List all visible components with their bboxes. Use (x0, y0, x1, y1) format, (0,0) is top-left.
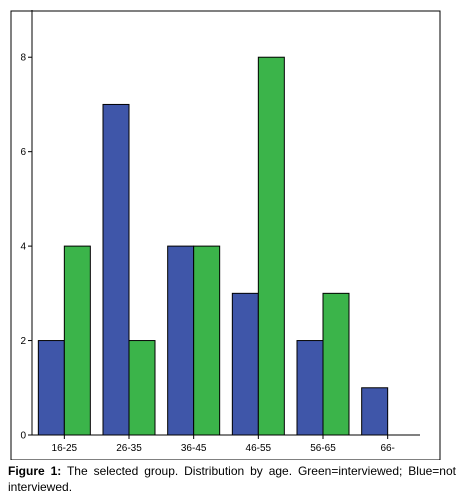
bar-s1-56-65 (296, 340, 324, 436)
bar-s2-16-25 (63, 245, 91, 436)
bar-s2-46-55 (257, 56, 285, 436)
y-tick-label: 4 (20, 242, 26, 253)
x-axis: 16-25 26-35 36-45 46-55 56-65 66- (32, 434, 420, 454)
y-axis: 0 2 4 6 8 (20, 10, 33, 442)
x-tick-label: 66- (380, 443, 394, 454)
y-tick-label: 8 (20, 53, 26, 64)
bar-s1-26-35 (102, 103, 130, 436)
bar-s2-26-35 (128, 340, 156, 436)
y-tick-label: 2 (20, 336, 26, 347)
bar-s1-36-45 (167, 245, 195, 436)
x-tick-label: 56-65 (310, 443, 336, 454)
plot-frame (10, 10, 441, 460)
bar-s2-56-65 (322, 292, 350, 436)
x-tick-label: 46-55 (246, 443, 272, 454)
bar-s1-66- (361, 387, 389, 436)
caption-label: Figure 1: (8, 464, 62, 478)
caption-text: The selected group. Distribution by age.… (8, 464, 456, 494)
bar-chart: 0 2 4 6 8 16-25 26-35 36-45 46-55 56-65 66- (10, 10, 441, 460)
y-tick-label: 6 (20, 147, 26, 158)
bar-s1-46-55 (231, 292, 259, 436)
figure-caption: Figure 1: The selected group. Distributi… (8, 463, 456, 495)
x-tick-label: 16-25 (52, 443, 78, 454)
y-tick-label: 0 (20, 431, 26, 442)
x-tick-label: 26-35 (116, 443, 142, 454)
bar-s2-36-45 (193, 245, 221, 436)
bar-s1-16-25 (37, 340, 65, 436)
bars-group (37, 56, 389, 436)
x-tick-label: 36-45 (181, 443, 207, 454)
